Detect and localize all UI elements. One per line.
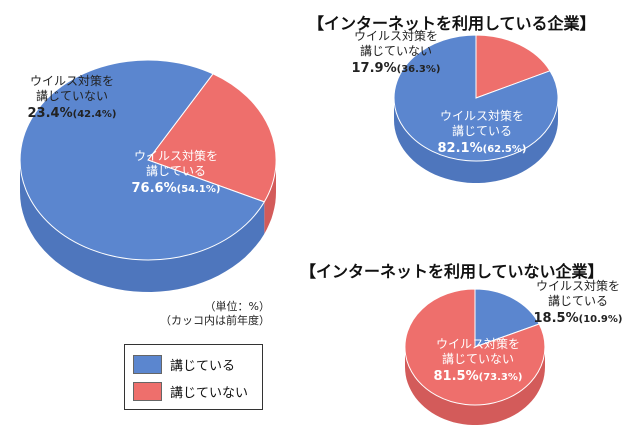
pie-chart-2: ウイルス対策を講じている82.1%(62.5%)ウイルス対策を講じていない17.…: [352, 29, 559, 183]
legend-label-not-implemented: 講じていない: [170, 385, 249, 401]
unit-note-unit: （単位：%）: [204, 300, 270, 313]
pie-slice-2-implemented: [393, 34, 559, 162]
pie-slice-3-implemented: [474, 288, 540, 348]
pie-slice-3-not-implemented: [404, 288, 546, 406]
pie-chart-3: ウイルス対策を講じている18.5%(10.9%)ウイルス対策を講じていない81.…: [404, 279, 623, 425]
slice-value-1-1: 23.4%(42.4%): [28, 106, 117, 121]
unit-note-previous-year: （カッコ内は前年度）: [160, 314, 270, 327]
legend-swatch-not-implemented: [133, 381, 162, 401]
slice-label-3-1-line2: 講じていない: [442, 351, 514, 366]
slice-value-2-0: 82.1%(62.5%): [438, 141, 527, 156]
slice-label-1-1-line1: ウイルス対策を: [30, 74, 114, 88]
legend-swatch-implemented: [133, 354, 162, 374]
slice-label-3-0-line2: 講じている: [548, 293, 608, 308]
slice-label-3-1-line1: ウイルス対策を: [436, 337, 520, 351]
slice-label-2-1-line2: 講じていない: [360, 43, 432, 58]
pie-side-2-0: [394, 98, 558, 183]
pie-side-3-1: [405, 347, 545, 425]
unit-note: （単位：%） （カッコ内は前年度）: [130, 300, 270, 328]
slice-label-2-1-line1: ウイルス対策を: [354, 29, 438, 43]
pie-side-1-1: [264, 160, 276, 234]
slice-value-2-1: 17.9%(36.3%): [352, 61, 441, 76]
pie-side-gloss-2: [394, 98, 558, 183]
slice-label-2-0-line2: 講じている: [452, 123, 512, 138]
pie-side-1-0: [20, 160, 265, 292]
slice-label-1-0-line2: 講じている: [146, 163, 206, 178]
slice-label-1-0-line1: ウイルス対策を: [134, 149, 218, 163]
pie-side-gloss-3: [405, 347, 545, 425]
pie-slice-1-not-implemented: [147, 73, 277, 203]
legend: 講じている 講じていない: [124, 344, 263, 410]
pie-side-gloss-1: [20, 160, 276, 292]
slice-value-3-0: 18.5%(10.9%): [534, 311, 623, 326]
legend-item-implemented: 講じている: [133, 354, 235, 374]
pie-slice-2-not-implemented: [475, 34, 551, 99]
pie-chart-1: ウイルス対策を講じている76.6%(54.1%)ウイルス対策を講じていない23.…: [19, 59, 277, 292]
legend-item-not-implemented: 講じていない: [133, 381, 248, 401]
slice-label-2-0-line1: ウイルス対策を: [440, 109, 524, 123]
slice-label-3-0-line1: ウイルス対策を: [536, 279, 620, 293]
legend-label-implemented: 講じている: [170, 358, 236, 374]
slice-value-1-0: 76.6%(54.1%): [132, 181, 221, 196]
title-internet-users: 【インターネットを利用している企業】: [308, 14, 596, 33]
slice-value-3-1: 81.5%(73.3%): [434, 369, 523, 384]
slice-label-1-1-line2: 講じていない: [36, 88, 108, 103]
title-non-internet-users: 【インターネットを利用していない企業】: [300, 262, 604, 281]
pie-slice-1-implemented: [19, 59, 266, 261]
